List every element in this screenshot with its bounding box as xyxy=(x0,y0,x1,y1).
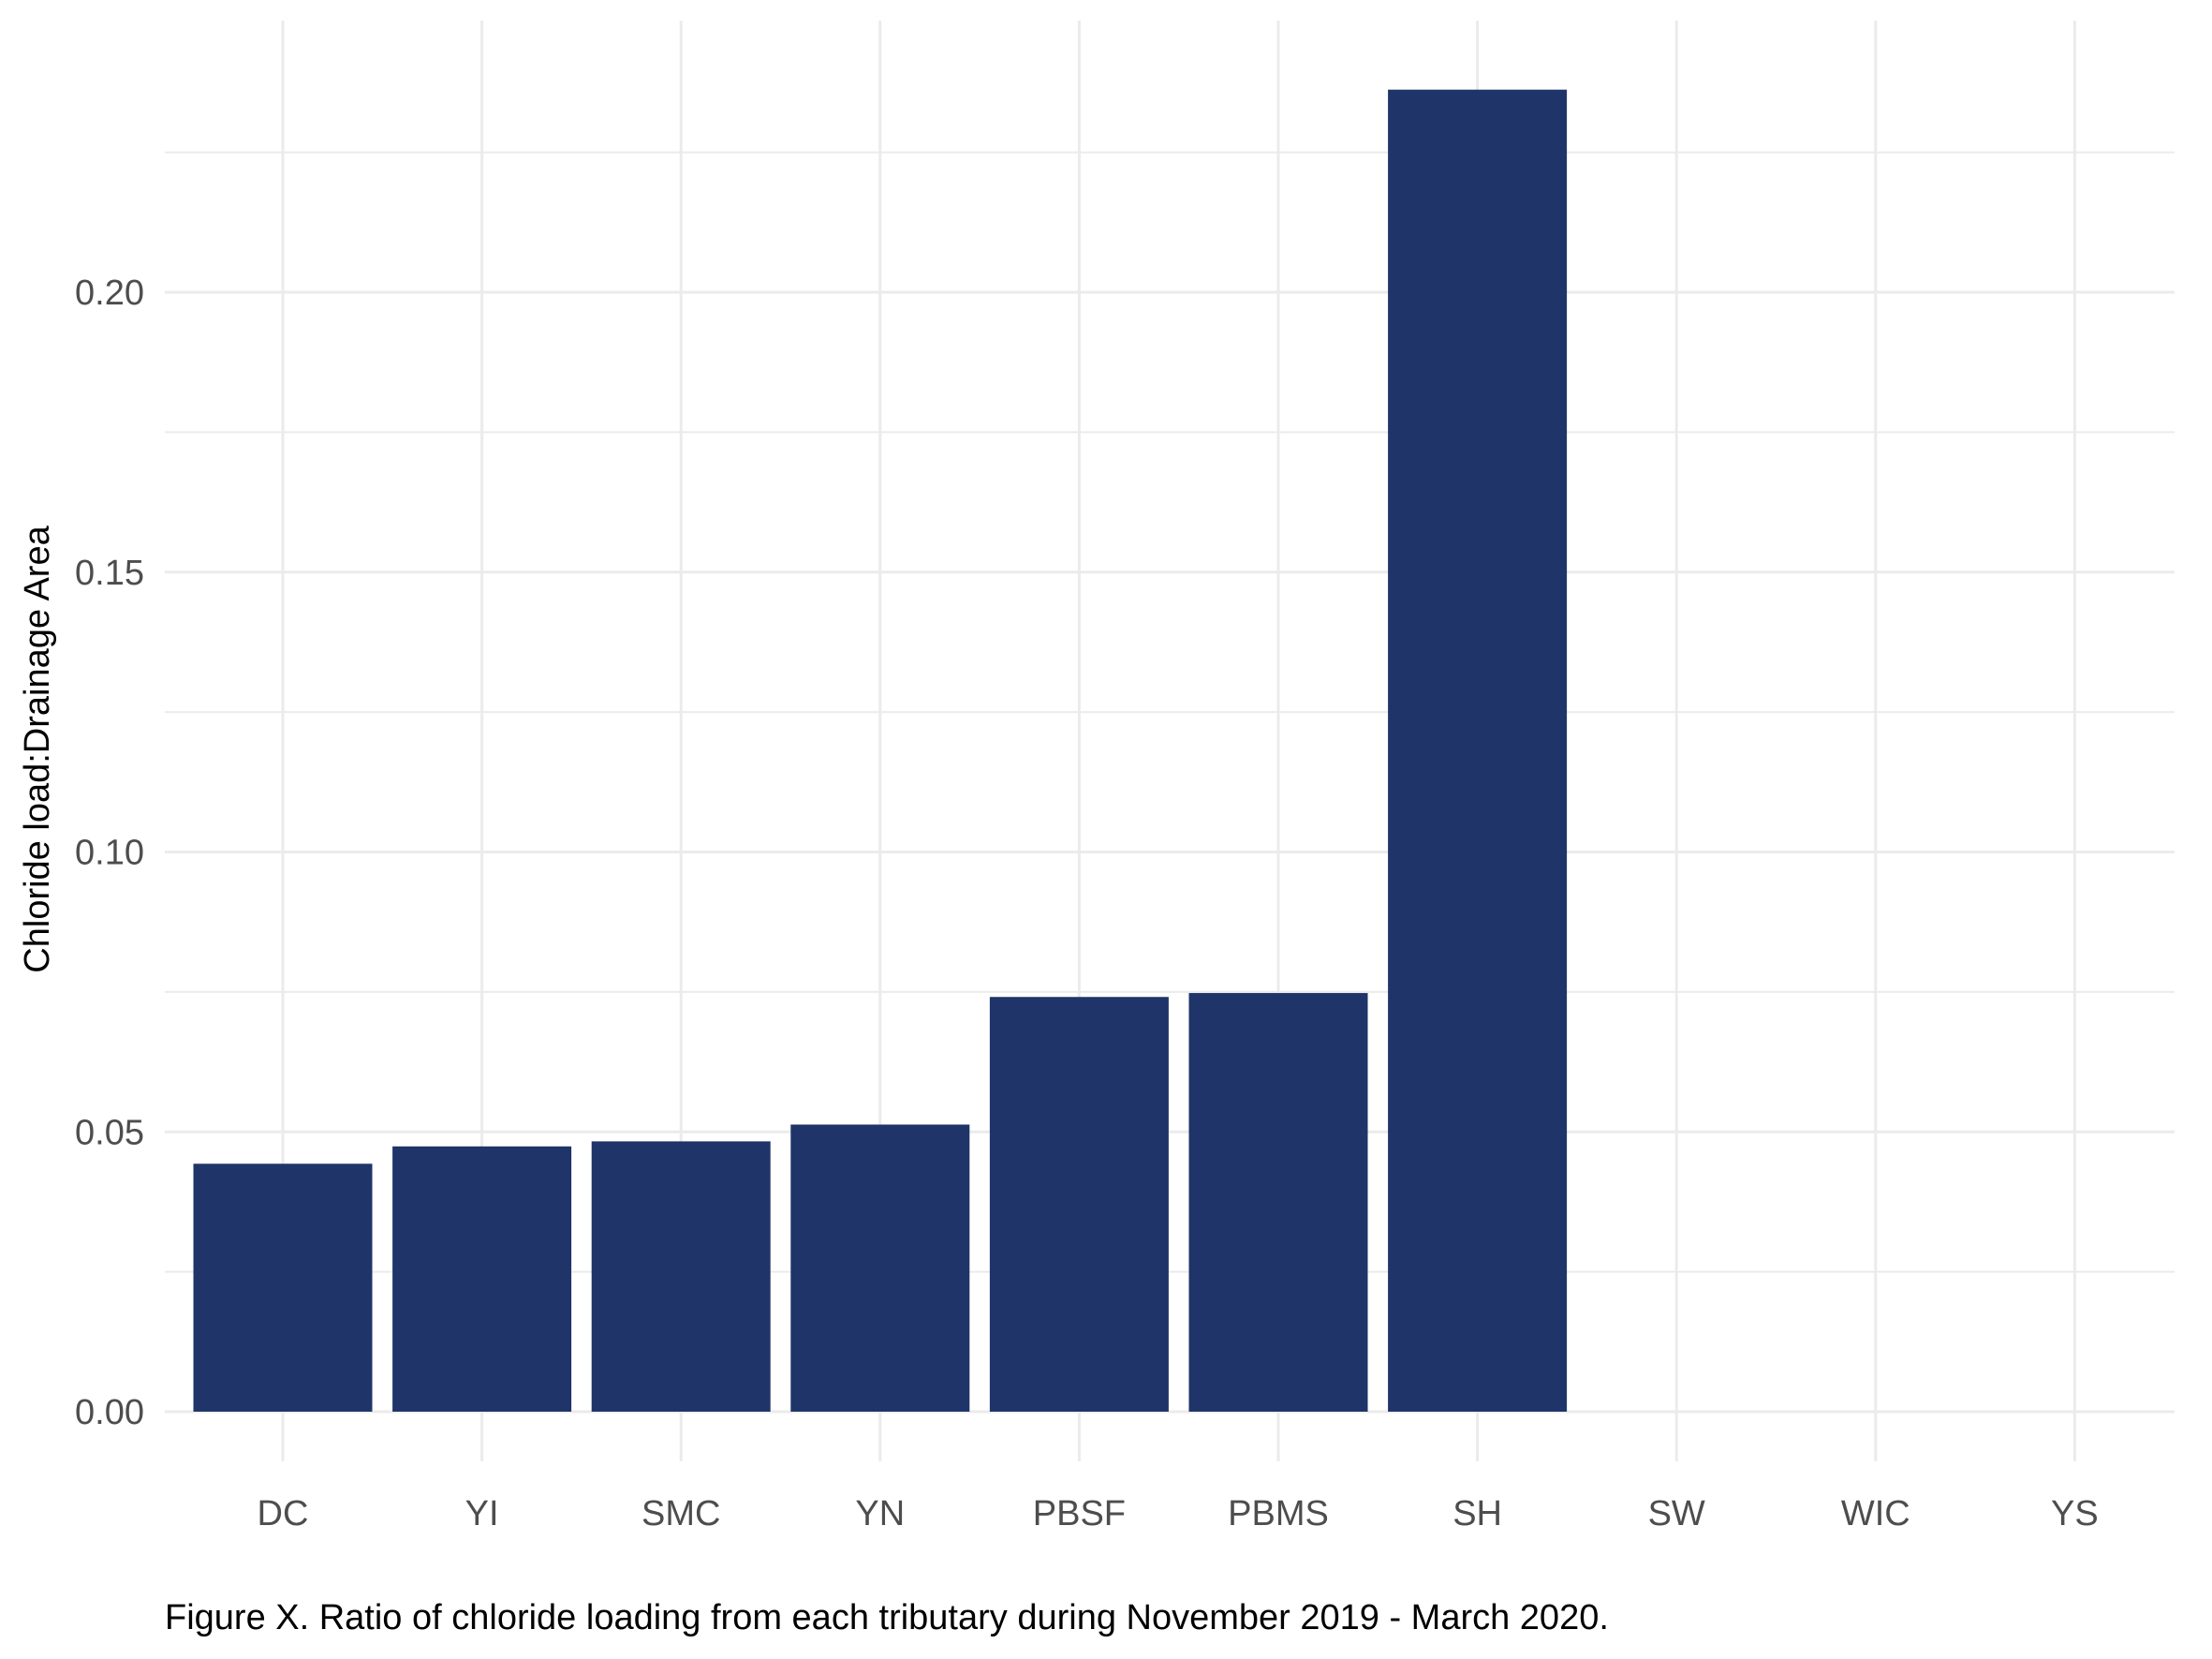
y-tick-label: 0.00 xyxy=(75,1393,144,1432)
x-tick-label: YI xyxy=(465,1494,499,1533)
y-tick-label: 0.05 xyxy=(75,1113,144,1152)
bar-yn xyxy=(790,1124,970,1412)
figure-caption: Figure X. Ratio of chloride loading from… xyxy=(165,1598,1609,1637)
minor-gridlines xyxy=(165,151,2175,1273)
bar-pbms xyxy=(1188,993,1368,1412)
x-tick-label: PBMS xyxy=(1228,1494,1329,1533)
x-tick-label: YN xyxy=(855,1494,905,1533)
y-tick-label: 0.10 xyxy=(75,834,144,873)
y-tick-label: 0.20 xyxy=(75,274,144,313)
bar-pbsf xyxy=(989,997,1169,1412)
x-tick-label: DC xyxy=(258,1494,309,1533)
bars xyxy=(193,89,1568,1413)
x-tick-label: YS xyxy=(2051,1494,2099,1533)
x-axis-tick-labels: DC YI SMC YN PBSF PBMS SH SW WIC YS xyxy=(258,1494,2099,1533)
y-axis-tick-labels: 0.00 0.05 0.10 0.15 0.20 xyxy=(75,274,144,1432)
x-tick-label: WIC xyxy=(1841,1494,1910,1533)
x-tick-label: SH xyxy=(1453,1494,1502,1533)
bar-sh xyxy=(1388,89,1568,1413)
y-tick-label: 0.15 xyxy=(75,554,144,593)
bar-yi xyxy=(392,1146,572,1412)
x-tick-label: SW xyxy=(1648,1494,1705,1533)
x-tick-label: PBSF xyxy=(1033,1494,1126,1533)
x-tick-label: SMC xyxy=(641,1494,720,1533)
y-axis-title: Chloride load:Drainage Area xyxy=(18,525,57,972)
bar-smc xyxy=(591,1141,771,1412)
bar-dc xyxy=(193,1163,373,1412)
